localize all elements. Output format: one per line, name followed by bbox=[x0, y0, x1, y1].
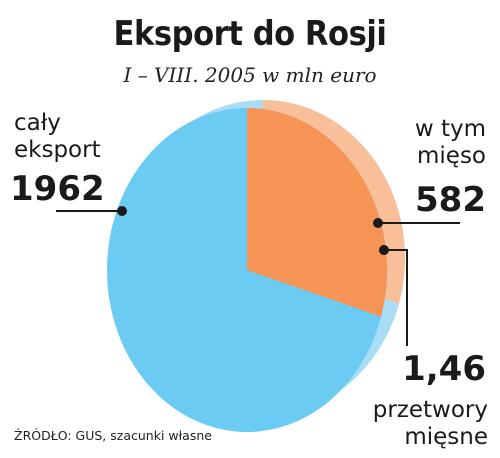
label-total-line2: eksport bbox=[14, 137, 101, 163]
label-meat-line1: w tym bbox=[414, 116, 486, 142]
value-total: 1962 bbox=[10, 169, 105, 209]
label-processed-line1: przetwory bbox=[372, 397, 488, 423]
leader-dot-total bbox=[117, 206, 127, 216]
leader-line-processed bbox=[385, 249, 408, 346]
label-processed-line2: mięsne bbox=[404, 424, 488, 450]
chart-subtitle: I – VIII. 2005 w mln euro bbox=[123, 63, 377, 87]
label-meat-line2: mięso bbox=[417, 143, 486, 169]
label-total-line1: cały bbox=[14, 110, 61, 136]
leader-dot-meat bbox=[373, 218, 383, 228]
pie-slice-meat bbox=[247, 108, 387, 317]
source-note: ŹRÓDŁO: GUS, szacunki własne bbox=[14, 428, 212, 443]
value-meat: 582 bbox=[415, 180, 486, 220]
chart-title: Eksport do Rosji bbox=[113, 14, 387, 54]
value-processed: 1,46 bbox=[402, 349, 486, 389]
leader-dot-processed bbox=[379, 245, 389, 255]
